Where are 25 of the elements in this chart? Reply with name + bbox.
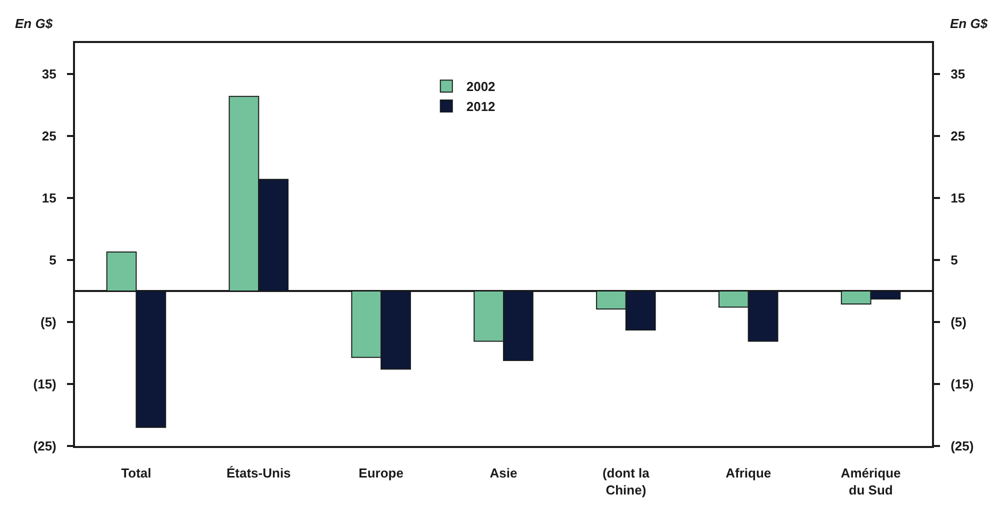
y2-tick-label: 35 [950,66,966,82]
x-tick-label: États-Unis [226,466,291,481]
x-tick-label: Amérique du Sud [840,466,901,498]
y2-tick-label: 15 [950,190,966,206]
y-tick-label: 35 [42,66,56,82]
y-tick-label: (25) [33,438,56,454]
x-tick-label: Asie [490,466,518,481]
y2-tick-label: (5) [950,314,966,330]
x-tick-label: Total [121,466,152,481]
y2-tick-label: (15) [950,376,974,392]
y-tick-label: 25 [42,128,56,144]
y-tick-label: (15) [33,376,56,392]
y-tick-label: (5) [40,314,56,330]
y-axis-title: En G$ [15,16,54,31]
y2-tick-label: (25) [950,438,974,454]
x-tick-label: (dont la Chine) [602,466,650,498]
x-tick-label: Afrique [726,466,772,481]
legend-label: 2002 [466,79,496,94]
y-tick-label: 5 [49,252,56,268]
y2-tick-label: 5 [950,252,958,268]
y2-tick-label: 25 [950,128,966,144]
x-tick-label: Europe [358,466,404,481]
y-tick-label: 15 [42,190,56,206]
y2-axis-title: En G$ [950,16,988,31]
legend-label: 2012 [466,99,496,114]
